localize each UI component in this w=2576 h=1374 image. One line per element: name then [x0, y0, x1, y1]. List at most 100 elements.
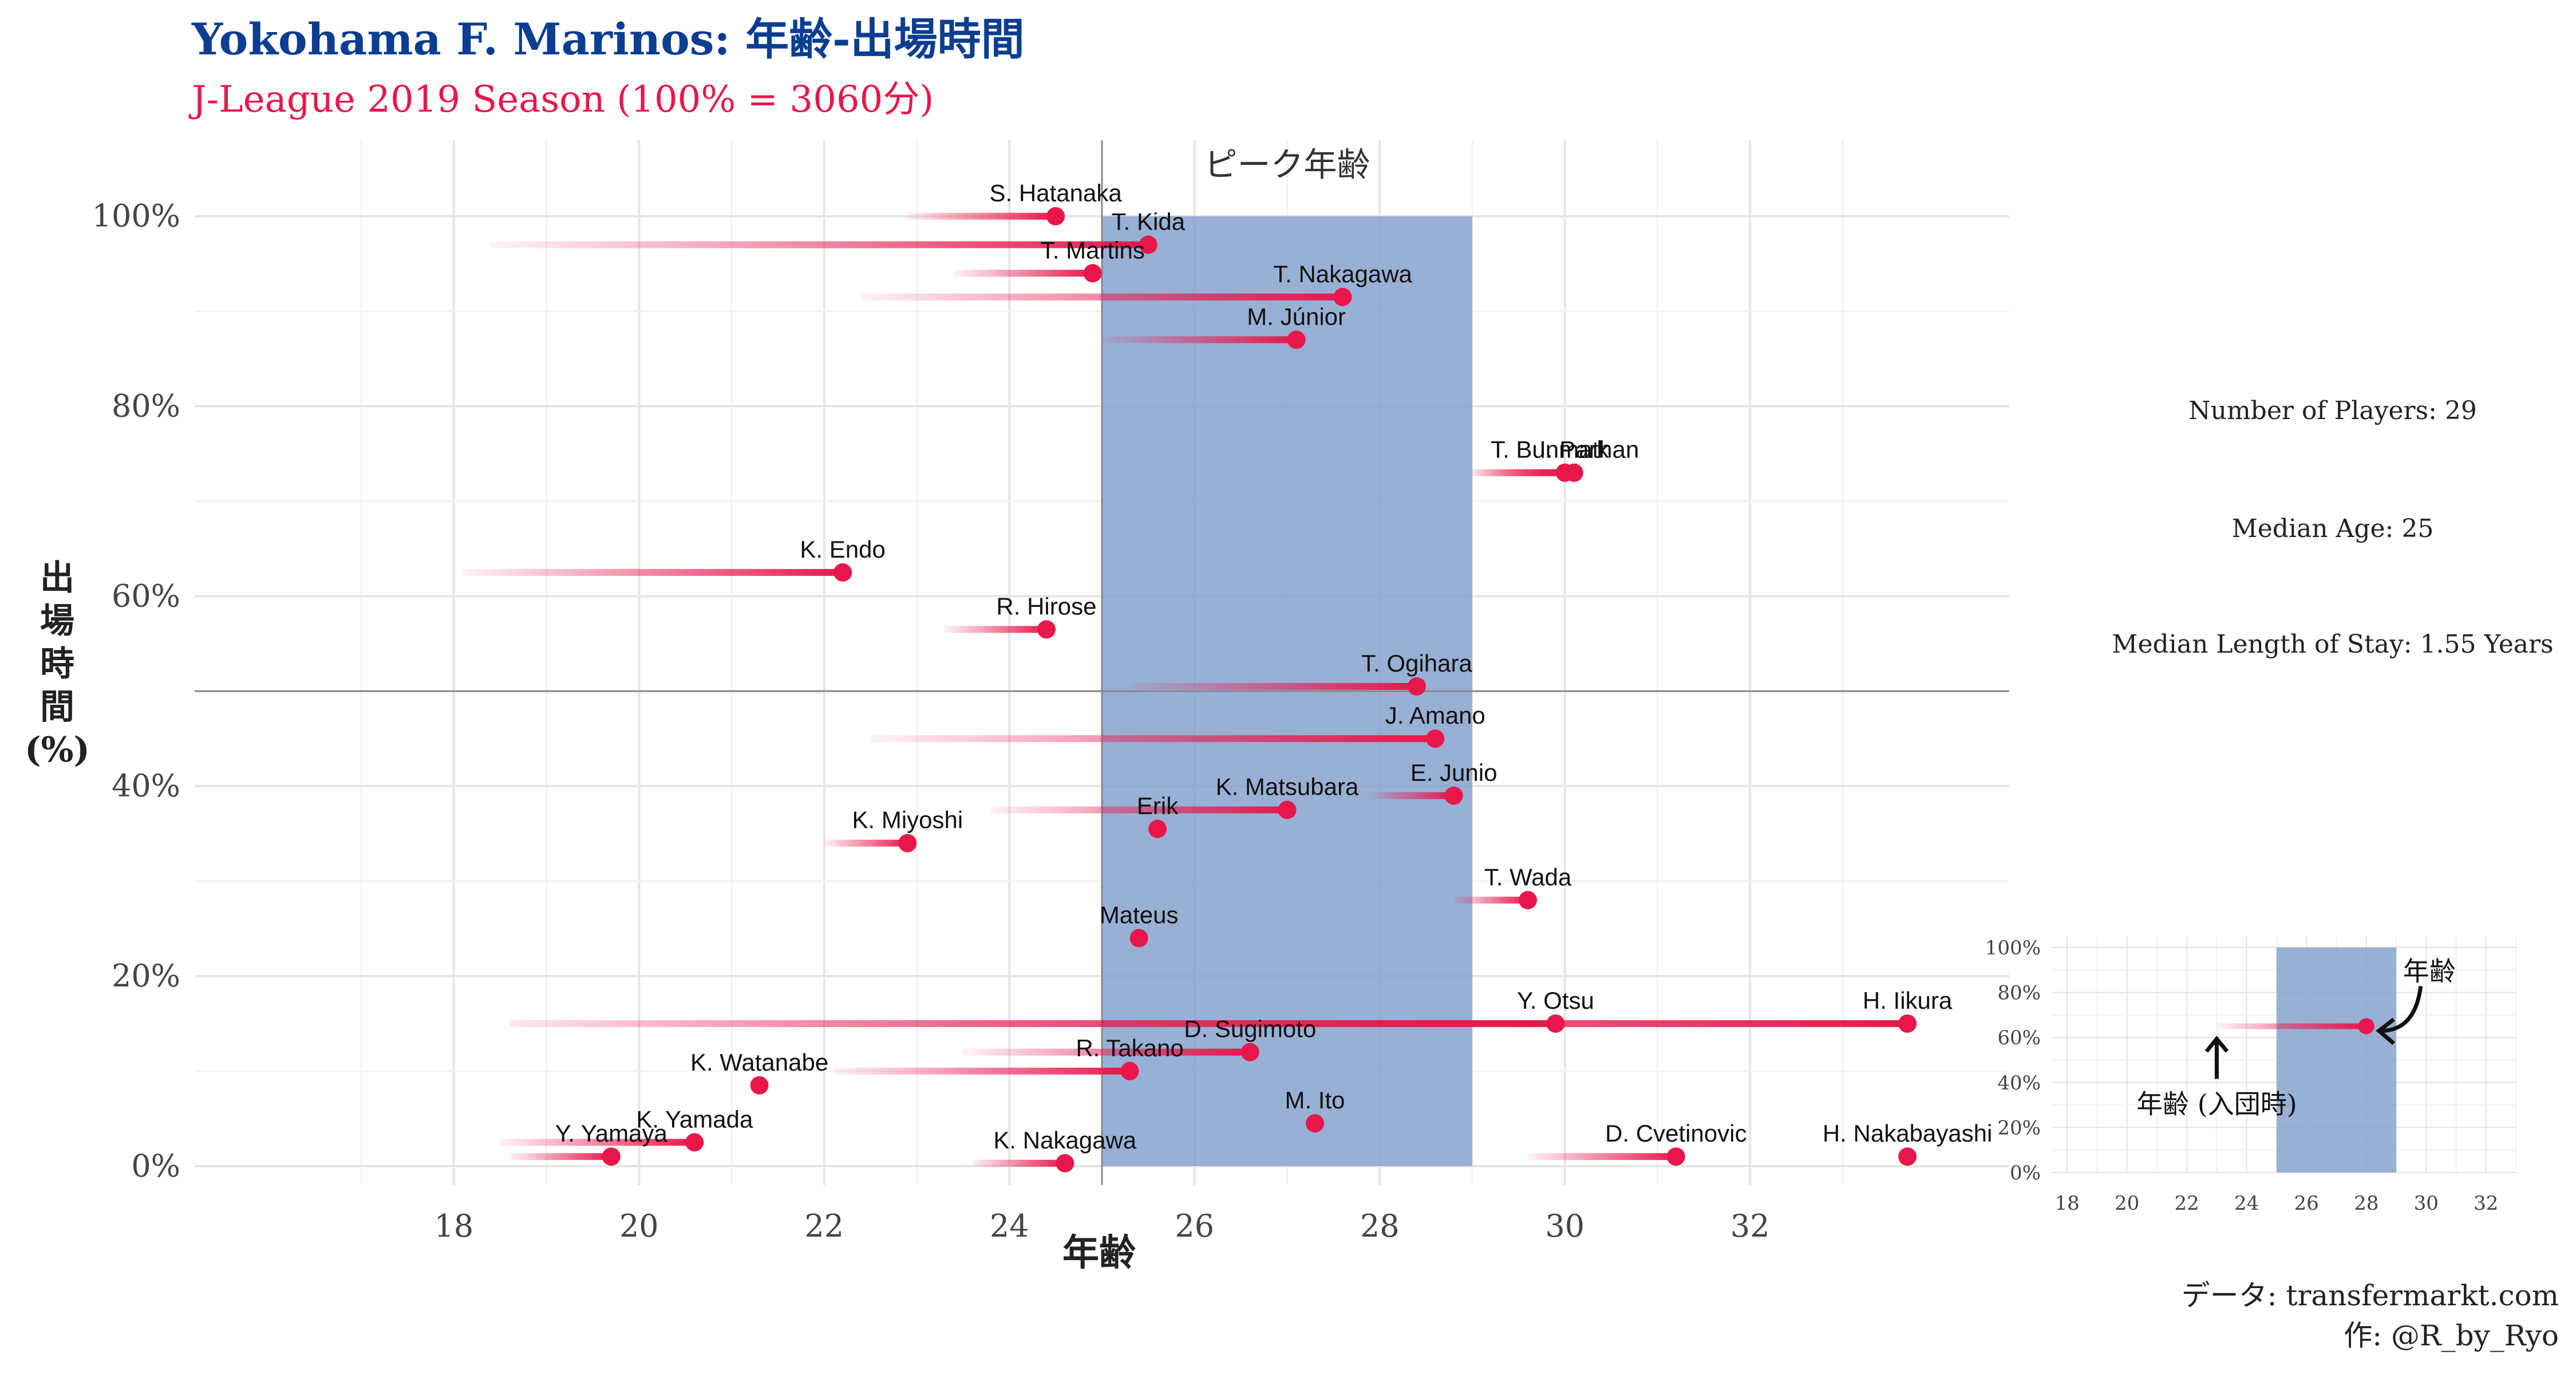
player-label: J. Amano	[1385, 702, 1485, 729]
x-tick-label: 28	[1360, 1208, 1400, 1244]
player-point	[685, 1133, 704, 1152]
stat-median-age: Median Age: 25	[2232, 514, 2434, 543]
tenure-segment	[870, 735, 1436, 743]
tenure-segment	[463, 568, 843, 576]
inset-x-tick-label: 26	[2294, 1192, 2319, 1215]
player-label: K. Matsubara	[1216, 773, 1359, 800]
player-label: D. Sugimoto	[1184, 1016, 1316, 1043]
x-tick-label: 22	[804, 1208, 844, 1244]
caption-author: 作: @R_by_Ryo	[2344, 1319, 2559, 1352]
player-point	[1546, 1014, 1565, 1033]
player-points	[602, 207, 1917, 1172]
inset-y-tick-label: 60%	[1997, 1026, 2041, 1049]
player-point	[1333, 287, 1352, 306]
stat-number-of-players: Number of Players: 29	[2188, 396, 2477, 425]
tenure-segment	[500, 1139, 695, 1146]
inset-age-arrowhead	[2376, 1017, 2395, 1045]
tenure-segment	[491, 241, 1148, 248]
player-label: K. Yamada	[636, 1105, 753, 1132]
x-tick-label: 30	[1545, 1208, 1585, 1244]
caption-source: データ: transfermarkt.com	[2182, 1279, 2559, 1312]
y-axis-title-char: 出	[40, 558, 74, 598]
tenure-segment	[509, 1153, 611, 1160]
inset-y-tick-label: 80%	[1997, 982, 2041, 1005]
main-axes: 18 20 22 24 26 28 30 32 0% 20% 40% 60% 80% 100%	[92, 198, 1770, 1244]
player-point	[1083, 264, 1102, 283]
player-label: T. Nakagawa	[1273, 260, 1412, 287]
x-tick-label: 20	[619, 1208, 659, 1244]
inset-axes: 18 20 22 24 26 28 30 32 0% 20% 40% 60% 80% 100%	[1985, 937, 2499, 1215]
player-label: H. Iikura	[1863, 987, 1953, 1014]
player-label: T. Kida	[1112, 208, 1186, 235]
tenure-segment	[1370, 792, 1454, 799]
tenure-segment	[1129, 682, 1417, 690]
tenure-segment	[990, 806, 1287, 814]
inset-age-label: 年齢	[2403, 956, 2456, 987]
player-label: Mateus	[1100, 902, 1179, 929]
player-point	[1518, 891, 1537, 910]
inset-legend-chart: 18 20 22 24 26 28 30 32 0% 20% 40% 60% 80% 100% 年齢 (入…	[1985, 936, 2516, 1215]
tenure-segment	[833, 1067, 1130, 1075]
player-label: D. Cvetinovic	[1605, 1120, 1747, 1147]
player-label: Y. Yamaya	[555, 1120, 668, 1147]
player-label: T. Martins	[1041, 236, 1145, 263]
player-point	[1046, 207, 1065, 226]
player-point	[1278, 800, 1297, 819]
player-point	[833, 563, 852, 582]
chart-subtitle: J-League 2019 Season (100% = 3060分)	[188, 78, 934, 121]
chart-title: Yokohama F. Marinos: 年齢-出場時間	[191, 14, 1025, 65]
inset-join-arrowhead	[2204, 1036, 2229, 1053]
player-point	[1444, 786, 1463, 805]
tenure-segment	[945, 626, 1046, 633]
inset-peak-band	[2276, 947, 2396, 1172]
x-axis-title: 年齢	[1062, 1231, 1136, 1274]
player-point	[1056, 1154, 1074, 1172]
player-point	[1148, 819, 1167, 838]
player-label: R. Hirose	[996, 593, 1096, 619]
inset-band-rect	[2276, 947, 2396, 1172]
inset-example-segment	[2217, 1023, 2366, 1029]
y-axis-title-text: 出場時間(%)	[25, 558, 90, 770]
y-tick-label: 0%	[131, 1148, 180, 1184]
tenure-segment	[1102, 336, 1297, 344]
player-point	[1037, 620, 1056, 639]
inset-y-tick-label: 0%	[2010, 1162, 2041, 1185]
x-tick-label: 26	[1175, 1208, 1214, 1244]
player-label: I. Park	[1539, 436, 1609, 463]
y-axis-title-char: 時	[40, 644, 74, 684]
y-axis-title-char: 場	[40, 601, 74, 641]
player-label: K. Watanabe	[690, 1049, 828, 1076]
player-label: Erik	[1137, 792, 1179, 819]
inset-y-tick-label: 100%	[1985, 937, 2041, 960]
player-point	[1898, 1147, 1917, 1166]
player-label: H. Nakabayashi	[1823, 1120, 1992, 1147]
player-point	[1305, 1114, 1324, 1133]
peak-age-label: ピーク年齢	[1204, 145, 1370, 184]
y-axis-title-char: 間	[40, 687, 74, 727]
inset-x-tick-label: 28	[2354, 1192, 2379, 1215]
player-point	[750, 1076, 769, 1095]
y-tick-label: 20%	[112, 958, 180, 994]
inset-example-point	[2358, 1018, 2374, 1035]
player-point	[1898, 1014, 1917, 1033]
player-label: E. Junio	[1411, 759, 1498, 786]
player-point	[1120, 1061, 1139, 1080]
inset-x-tick-label: 22	[2175, 1192, 2199, 1215]
inset-join-age-label: 年齢 (入団時)	[2136, 1089, 2297, 1120]
player-point	[1240, 1043, 1259, 1061]
y-axis-title: 出場時間(%)	[25, 558, 90, 770]
tenure-segment	[824, 839, 908, 847]
inset-x-tick-label: 32	[2474, 1192, 2498, 1215]
x-tick-label: 24	[990, 1208, 1029, 1244]
player-label: K. Endo	[800, 536, 885, 563]
player-label: M. Ito	[1285, 1087, 1345, 1114]
y-tick-label: 40%	[112, 768, 180, 804]
tenure-segment	[907, 212, 1056, 220]
player-point	[1287, 330, 1306, 349]
player-label: Y. Otsu	[1517, 987, 1594, 1014]
tenure-segment	[1472, 469, 1574, 476]
player-point	[1564, 463, 1583, 482]
y-tick-label: 80%	[112, 388, 180, 424]
tenure-segment	[963, 1048, 1250, 1056]
